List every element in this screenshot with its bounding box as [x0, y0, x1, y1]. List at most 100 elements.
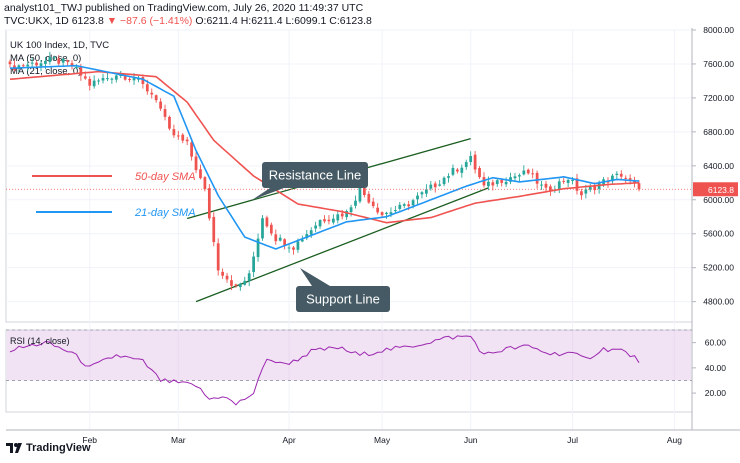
axes: 4800.00 5200.00 5600.00 6000.00 6400.00 6800.… [6, 25, 740, 445]
candle-down [8, 61, 12, 65]
brand-name: TradingView [26, 442, 91, 454]
quote-line: TVC:UKX, 1D 6123.8 ▼ −87.6 (−1.41%) O:62… [4, 15, 372, 27]
symbol: TVC:UKX, 1D [4, 15, 69, 27]
candle-down [207, 188, 211, 219]
candle-down [535, 172, 539, 184]
candle-down [323, 219, 326, 222]
candle-up [385, 212, 388, 215]
candle-down [580, 191, 583, 196]
candle-down [221, 271, 224, 276]
rsi-tick-label: 20.00 [705, 388, 727, 398]
candle-up [518, 175, 521, 177]
candle-up [345, 211, 349, 218]
candle-up [48, 56, 52, 63]
resistance-callout: Resistance Line [252, 162, 368, 200]
time-tick-label: Jun [464, 435, 478, 445]
candle-up [571, 180, 574, 182]
price-tick-label: 5200.00 [703, 263, 734, 273]
tradingview-brand[interactable]: TradingView [6, 442, 91, 454]
candle-down [66, 60, 69, 62]
candle-up [336, 214, 340, 221]
candle-down [145, 84, 149, 92]
rsi-line [9, 335, 640, 406]
candle-down [185, 139, 189, 142]
candle-up [464, 162, 468, 167]
candle-up [438, 184, 442, 186]
candle-up [420, 192, 424, 195]
candle-down [83, 76, 87, 79]
candle-up [114, 75, 118, 80]
candle-down [176, 135, 180, 137]
candle-up [39, 63, 43, 67]
rsi-tick-label: 40.00 [705, 363, 727, 373]
candle-down [168, 116, 171, 129]
candle-down [172, 129, 176, 136]
candle-down [154, 95, 158, 101]
candle-up [52, 57, 56, 59]
ma21-legend: MA (21, close, 0) [10, 66, 82, 77]
candle-up [252, 256, 255, 272]
candle-down [376, 207, 380, 213]
rsi-band [7, 330, 691, 381]
resistance-callout-pointer [252, 188, 284, 200]
candle-down [274, 234, 278, 242]
candle-up [540, 184, 543, 186]
candle-down [70, 63, 74, 67]
candle-down [199, 169, 202, 179]
candle-up [487, 181, 490, 187]
candle-up [296, 241, 300, 250]
sma21-label: 21-day SMA [134, 207, 196, 219]
moving-averages [6, 64, 692, 250]
candle-down [269, 224, 273, 234]
candle-down [88, 78, 92, 86]
candle-up [411, 200, 415, 206]
tradingview-logo-icon [6, 443, 22, 453]
candle-down [478, 168, 481, 178]
candles [8, 51, 641, 291]
candle-down [575, 178, 579, 191]
candle-down [407, 204, 411, 207]
candle-up [243, 280, 247, 285]
candle-down [456, 169, 459, 172]
candle-down [628, 178, 632, 180]
price-tick-label: 6400.00 [703, 161, 734, 171]
candle-down [212, 216, 216, 243]
candle-down [371, 201, 375, 207]
candle-up [132, 78, 136, 81]
candle-up [588, 187, 592, 190]
candle-up [460, 167, 464, 173]
support-callout-pointer [300, 268, 330, 286]
price-tick-label: 7200.00 [703, 93, 734, 103]
candle-down [367, 193, 371, 203]
candle-down [473, 154, 477, 170]
rsi-pane: RSI (14, close) [6, 329, 692, 406]
candle-down [593, 186, 597, 191]
candle-up [495, 180, 499, 185]
candle-up [26, 64, 30, 67]
candle-down [526, 169, 530, 174]
ma21-line [9, 64, 640, 250]
candle-up [247, 273, 251, 281]
candle-down [380, 212, 384, 216]
candle-down [633, 180, 636, 184]
candle-down [216, 243, 220, 271]
candle-down [292, 247, 295, 250]
candle-up [509, 177, 512, 182]
candle-down [150, 92, 154, 95]
annotations: 50-day SMA 21-day SMA Resistance Line Suppo… [32, 162, 390, 312]
candle-up [394, 210, 397, 212]
candle-down [362, 188, 366, 196]
candle-up [75, 67, 78, 69]
candle-down [128, 79, 131, 81]
candle-down [531, 173, 535, 175]
candle-up [584, 189, 588, 194]
candle-down [203, 177, 207, 190]
price-tick-label: 8000.00 [703, 25, 734, 35]
candle-up [300, 239, 304, 242]
candle-down [265, 217, 269, 227]
candle-down [549, 186, 552, 192]
candle-up [611, 175, 614, 182]
candle-up [416, 195, 419, 200]
candle-up [425, 189, 428, 194]
